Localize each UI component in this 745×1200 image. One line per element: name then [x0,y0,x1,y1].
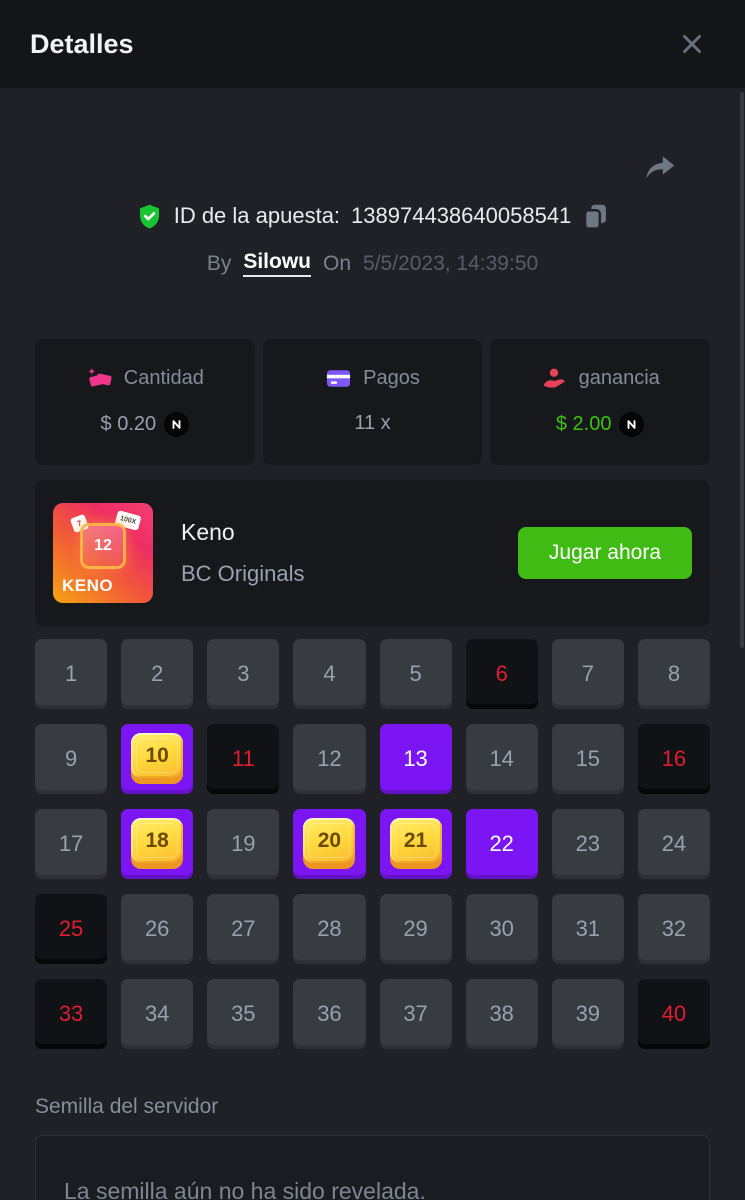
keno-tile-26: 26 [121,894,194,964]
keno-tile-2: 2 [121,639,194,709]
stats-row: Cantidad $ 0.20 Pagos [35,339,711,465]
stat-profit-label: ganancia [578,367,660,389]
game-info: Keno BC Originals [181,519,304,587]
keno-tile-38: 38 [465,979,538,1049]
bet-meta-row: By Silowu On 5/5/2023, 14:39:50 [35,250,710,277]
stat-amount-label: Cantidad [123,367,204,389]
modal-title: Detalles [30,28,134,59]
stat-amount-value-row: $ 0.20 [101,412,190,437]
keno-tile-18: 18 [121,809,194,879]
stat-card-profit: ganancia $ 2.00 [490,339,711,465]
keno-tile-7: 7 [551,639,624,709]
keno-tile-39: 39 [551,979,624,1049]
gold-gem-icon: 18 [131,818,184,863]
game-provider: BC Originals [181,561,305,586]
share-button[interactable] [642,152,678,186]
game-title: Keno [181,519,235,545]
keno-tile-23: 23 [551,809,624,879]
thumb-gem-icon: 12 [80,523,126,569]
keno-tile-6: 6 [465,639,538,709]
gold-gem-icon: 10 [131,733,184,778]
keno-tile-33: 33 [35,979,108,1049]
modal-body: ID de la apuesta: 138974438640058541 By … [0,152,745,1200]
on-label: On [323,251,352,275]
credit-card-icon [327,370,351,387]
stat-amount-value: $ 0.20 [100,413,157,435]
keno-tile-22: 22 [465,809,538,879]
keno-tile-8: 8 [637,639,710,709]
keno-tile-4: 4 [293,639,366,709]
keno-tile-31: 31 [551,894,624,964]
keno-tile-27: 27 [207,894,280,964]
keno-tile-28: 28 [293,894,366,964]
keno-tile-3: 3 [207,639,280,709]
gold-gem-icon: 20 [303,818,356,863]
keno-tile-34: 34 [121,979,194,1049]
keno-tile-16: 16 [637,724,710,794]
server-seed-box: La semilla aún no ha sido revelada. [35,1135,710,1200]
keno-tile-21: 21 [379,809,452,879]
server-seed-label: Semilla del servidor [35,1095,219,1118]
keno-tile-35: 35 [207,979,280,1049]
stat-profit-value: $ 2.00 [555,413,612,435]
bet-id-label: ID de la apuesta: [173,203,341,228]
keno-tile-14: 14 [465,724,538,794]
share-row [35,152,710,186]
stat-card-amount: Cantidad $ 0.20 [35,339,255,465]
keno-tile-40: 40 [637,979,710,1049]
hand-holding-icon [543,368,565,388]
stat-profit-value-row: $ 2.00 [556,412,645,437]
thumb-game-name: KENO [62,576,114,595]
keno-tile-13: 13 [379,724,452,794]
near-coin-icon [619,412,645,437]
keno-tile-12: 12 [293,724,366,794]
close-icon [683,35,701,53]
gold-gem-icon: 21 [389,818,442,863]
money-icon [88,368,112,387]
stat-payout-value: 11 x [354,412,391,434]
keno-tile-1: 1 [35,639,108,709]
close-button[interactable] [677,29,707,59]
keno-game-thumbnail[interactable]: 7 100X 12 KENO [53,503,153,603]
share-icon [646,156,675,179]
keno-grid: 1 2 3 4 5 6 7 8 9 10 11 12 13 14 15 16 17 18 19 20 21 22 23 24 2… [35,639,710,1049]
keno-tile-20: 20 [293,809,366,879]
keno-tile-25: 25 [35,894,108,964]
keno-tile-9: 9 [35,724,108,794]
stat-card-payout: Pagos 11 x [262,339,483,465]
bet-datetime: 5/5/2023, 14:39:50 [363,251,539,275]
copy-button[interactable] [582,202,609,232]
keno-tile-36: 36 [293,979,366,1049]
server-seed-message: La semilla aún no ha sido revelada. [64,1178,426,1200]
keno-tile-30: 30 [465,894,538,964]
keno-tile-5: 5 [379,639,452,709]
game-card: 7 100X 12 KENO Keno BC Originals Jugar a… [35,480,710,626]
bet-id-row: ID de la apuesta: 138974438640058541 [35,200,710,232]
stat-payout-header: Pagos [325,365,420,392]
near-coin-icon [164,412,190,437]
verified-shield-icon [139,204,159,229]
keno-tile-17: 17 [35,809,108,879]
scrollbar-thumb[interactable] [740,92,744,648]
keno-tile-15: 15 [551,724,624,794]
bet-id-value: 138974438640058541 [351,203,572,228]
keno-tile-32: 32 [637,894,710,964]
stat-payout-label: Pagos [363,367,420,389]
keno-tile-19: 19 [207,809,280,879]
keno-tile-24: 24 [637,809,710,879]
play-now-button[interactable]: Jugar ahora [517,527,692,579]
username-link[interactable]: Silowu [243,250,311,277]
keno-tile-37: 37 [379,979,452,1049]
stat-profit-header: ganancia [541,365,660,392]
modal-header: Detalles [0,0,745,88]
keno-tile-10: 10 [121,724,194,794]
by-label: By [206,251,232,275]
stat-amount-header: Cantidad [86,365,204,392]
keno-tile-29: 29 [379,894,452,964]
copy-icon [584,204,607,230]
keno-tile-11: 11 [207,724,280,794]
stat-payout-value-row: 11 x [354,412,390,435]
